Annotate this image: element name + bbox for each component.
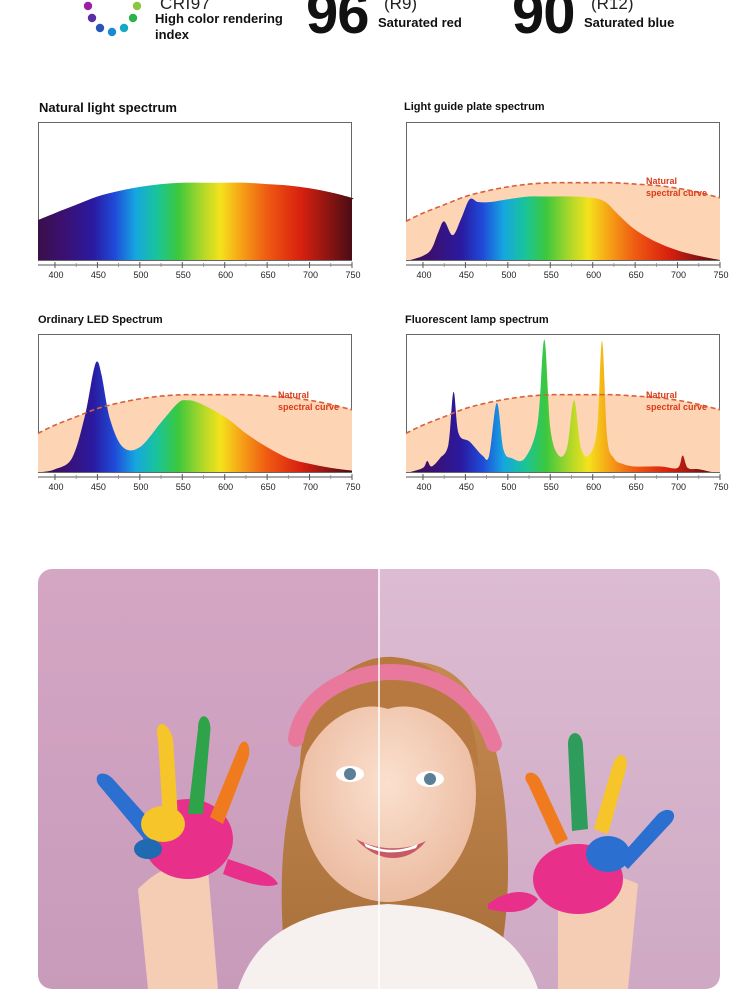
natural-spectral-curve [405, 181, 721, 223]
x-tick-label: 700 [671, 270, 686, 280]
girl-painted-hands-image [38, 569, 720, 989]
annotation-natural: Natural [646, 390, 677, 400]
x-tick-label: 550 [544, 270, 559, 280]
r9-value: 96 [306, 0, 370, 46]
chart-title-fluorescent: Fluorescent lamp spectrum [405, 314, 549, 326]
annotation-natural: Natural [646, 176, 677, 186]
x-tick-label: 650 [629, 270, 644, 280]
x-tick-label: 650 [629, 482, 644, 492]
x-tick-label: 700 [303, 270, 318, 280]
x-tick-label: 500 [501, 482, 516, 492]
x-tick-label: 600 [218, 270, 233, 280]
x-tick-label: 750 [345, 482, 360, 492]
natural-spectrum-chart: 400 450 500 550 600 650 700 750 [38, 122, 361, 280]
spectrum-area [38, 182, 354, 260]
chart-title-light-guide: Light guide plate spectrum [404, 101, 545, 113]
r9-label: Saturated red [378, 15, 462, 30]
x-tick-label: 400 [416, 270, 431, 280]
fluorescent-spectrum-chart: 400 450 500 550 600 650 700 750 Natural spectral … [405, 334, 729, 492]
x-tick-label: 500 [133, 270, 148, 280]
left-painted-hand [96, 716, 278, 989]
r12-code: (R12) [591, 0, 634, 13]
x-tick-label: 400 [48, 270, 63, 280]
x-tick-label: 400 [416, 482, 431, 492]
x-tick-label: 500 [501, 270, 516, 280]
x-tick-label: 500 [133, 482, 148, 492]
x-tick-label: 600 [586, 270, 601, 280]
x-tick-label: 400 [48, 482, 63, 492]
x-tick-label: 450 [459, 482, 474, 492]
x-tick-label: 650 [261, 270, 276, 280]
spectrum-area [410, 196, 720, 260]
comparison-photo [38, 569, 720, 989]
color-wheel-icon [83, 1, 142, 37]
spectrum-area [42, 361, 352, 472]
chart-title-natural: Natural light spectrum [39, 100, 177, 115]
chart-title-led: Ordinary LED Spectrum [38, 314, 163, 326]
x-tick-label: 450 [91, 482, 106, 492]
cri-title: CRI97 [160, 0, 211, 13]
x-tick-label: 450 [459, 270, 474, 280]
r12-label: Saturated blue [584, 15, 675, 30]
cri-label: High color rendering index [155, 11, 283, 42]
stats-row: CRI97 High color rendering index 96 (R9)… [0, 0, 750, 60]
x-tick-label: 550 [176, 482, 191, 492]
x-tick-label: 750 [345, 270, 360, 280]
x-tick-label: 600 [586, 482, 601, 492]
natural-spectral-curve [405, 393, 721, 435]
x-tick-label: 750 [713, 482, 728, 492]
spectrum-area [410, 339, 712, 472]
r12-value: 90 [512, 0, 576, 46]
x-tick-label: 550 [544, 482, 559, 492]
x-tick-label: 700 [671, 482, 686, 492]
annotation-spectral-curve: spectral curve [646, 402, 707, 412]
x-tick-label: 450 [91, 270, 106, 280]
x-tick-label: 750 [713, 270, 728, 280]
natural-curve-fill [406, 394, 720, 472]
x-tick-label: 650 [261, 482, 276, 492]
light-guide-spectrum-chart: 400 450 500 550 600 650 700 750 Natural spectral … [405, 122, 729, 280]
annotation-spectral-curve: spectral curve [646, 188, 707, 198]
annotation-spectral-curve: spectral curve [278, 402, 339, 412]
natural-spectral-curve [37, 393, 353, 435]
r9-code: (R9) [384, 0, 418, 13]
x-tick-label: 550 [176, 270, 191, 280]
x-tick-label: 600 [218, 482, 233, 492]
led-spectrum-chart: 400 450 500 550 600 650 700 750 Natural spectral … [37, 334, 361, 492]
x-tick-label: 700 [303, 482, 318, 492]
annotation-natural: Natural [278, 390, 309, 400]
